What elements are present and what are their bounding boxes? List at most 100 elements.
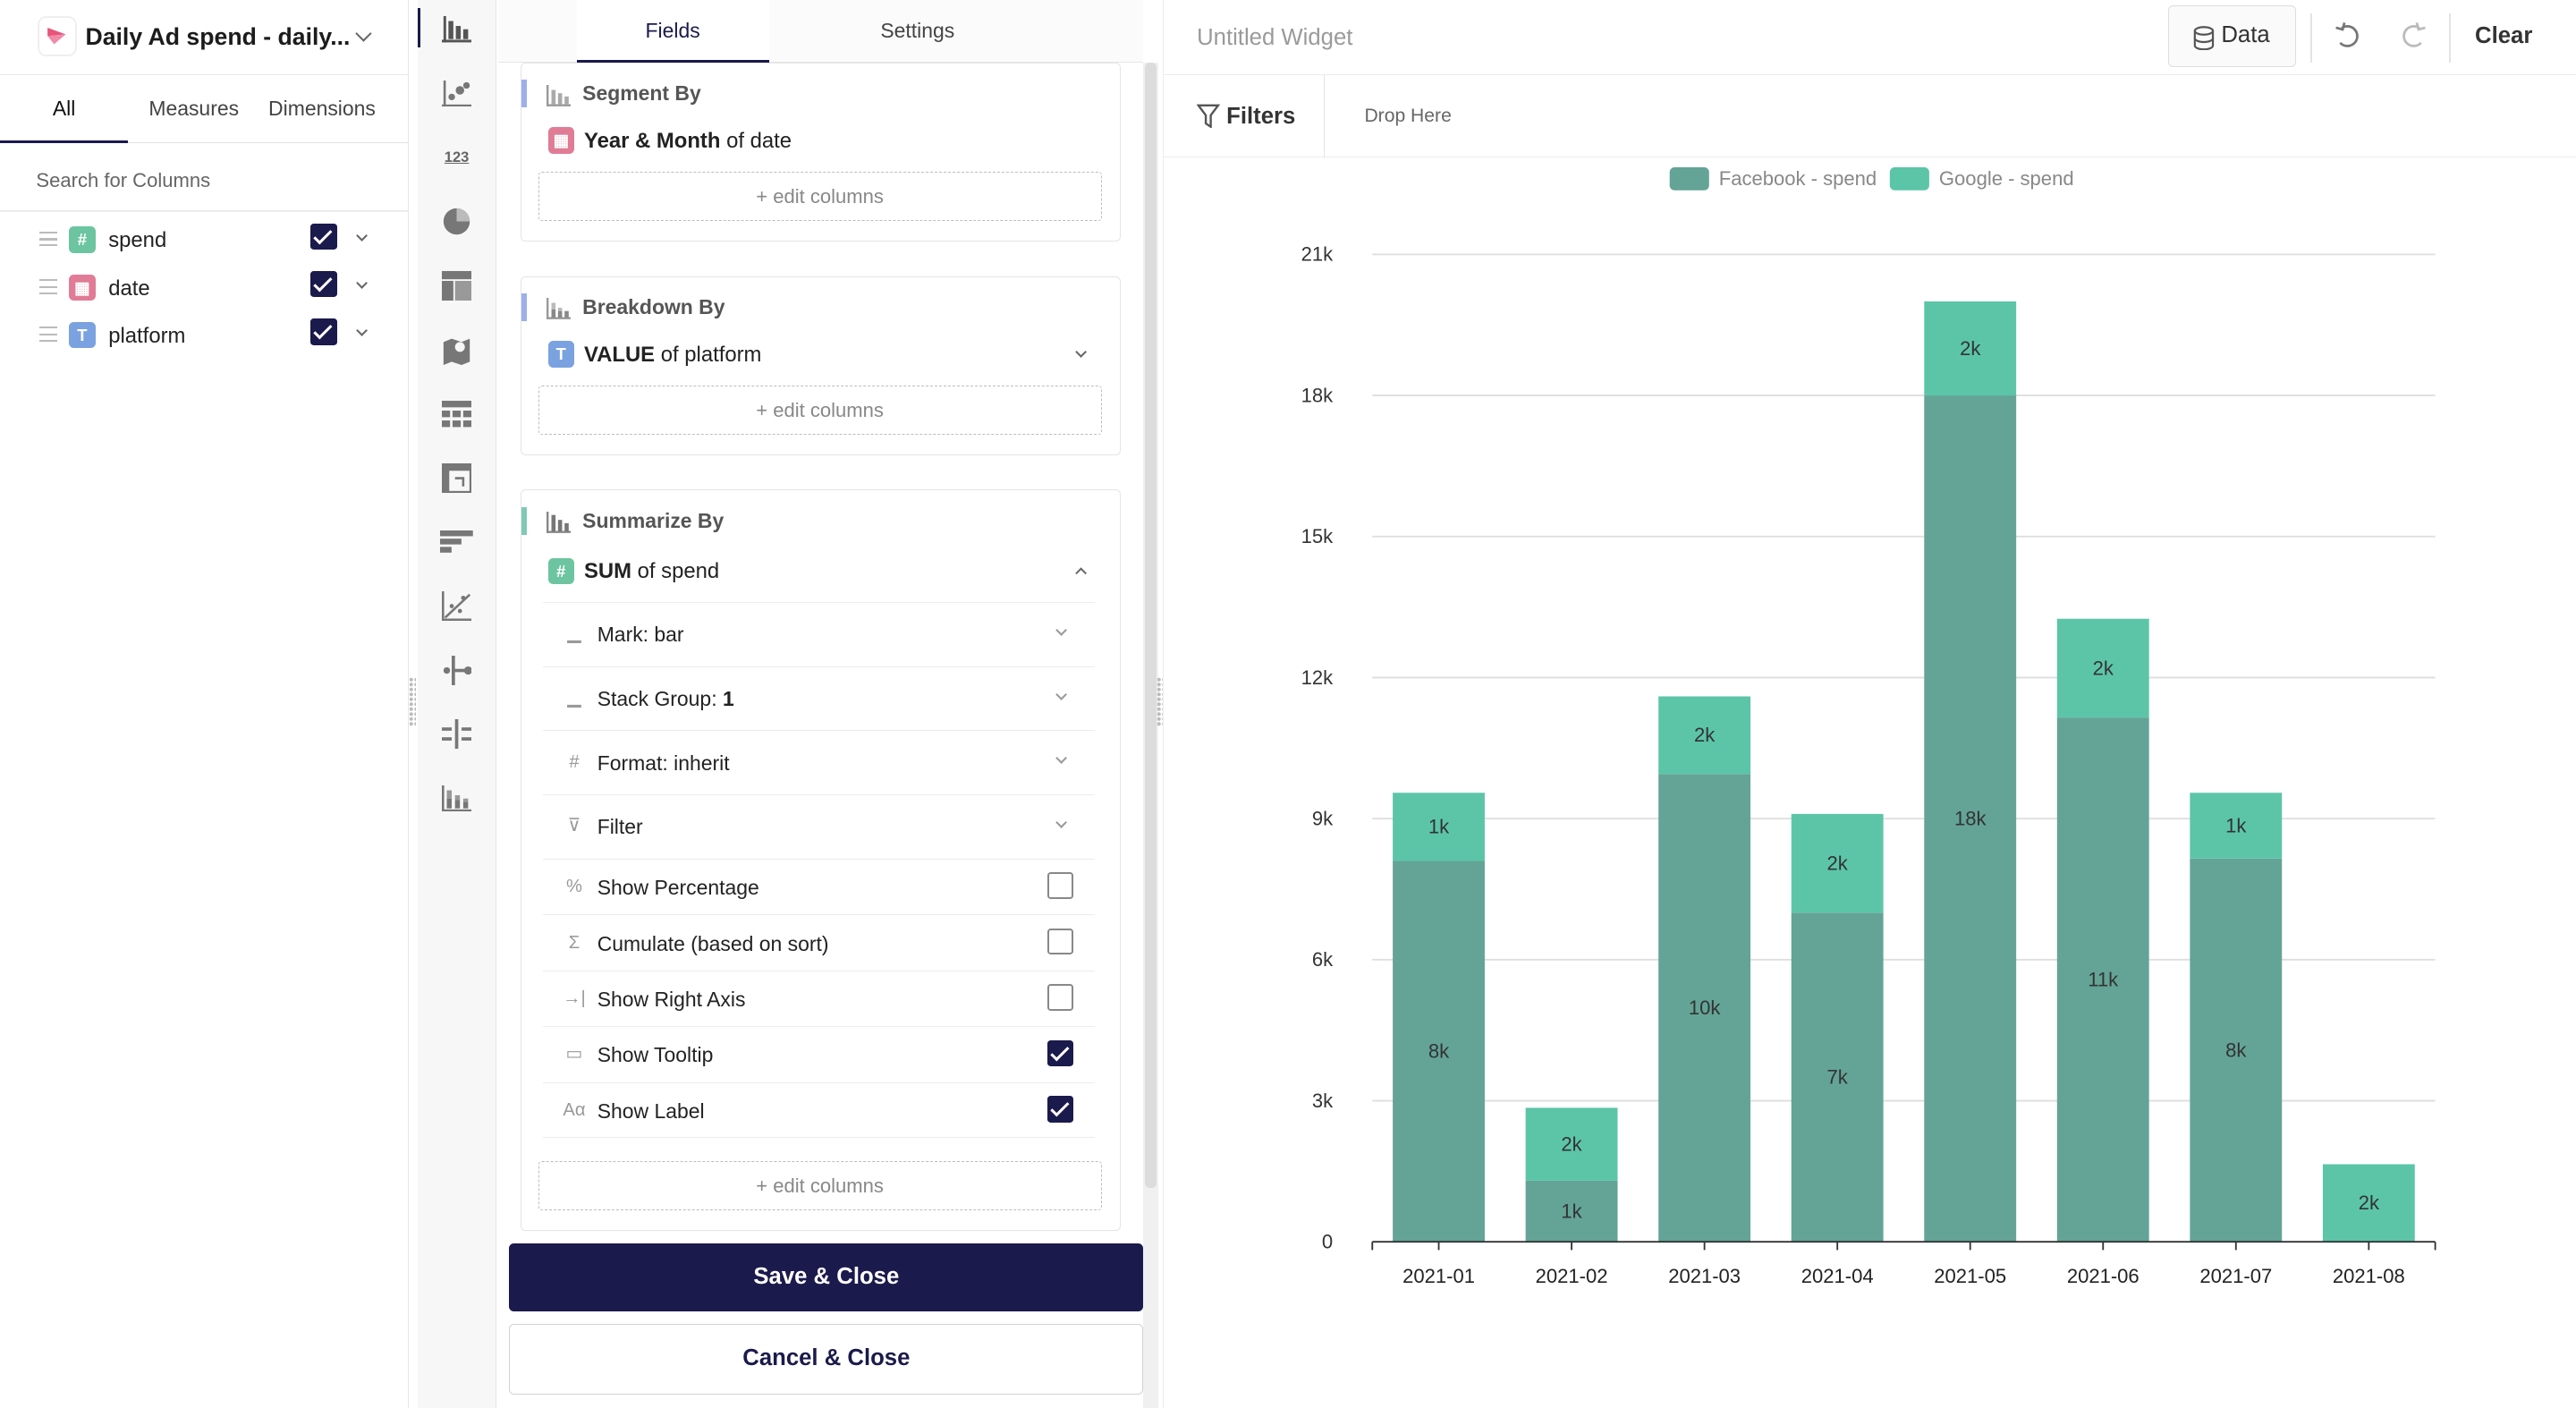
flow-icon[interactable] — [434, 648, 479, 693]
chevron-down-icon[interactable] — [1075, 345, 1088, 358]
option-show-label[interactable]: Aα Show Label — [543, 1081, 1096, 1138]
chevron-down-icon[interactable] — [356, 325, 369, 337]
bar-chart-icon[interactable] — [434, 6, 479, 52]
edit-columns-button[interactable]: + edit columns — [538, 1160, 1102, 1210]
chevron-up-icon[interactable] — [1075, 567, 1088, 580]
option-label: Format: inherit — [597, 751, 730, 775]
stacked-icon[interactable] — [434, 776, 479, 821]
drag-handle-icon[interactable] — [39, 279, 58, 294]
text-type-icon: T — [69, 321, 96, 349]
tab-fields[interactable]: Fields — [576, 0, 769, 63]
filters-label[interactable]: Filters — [1226, 103, 1296, 129]
pie-icon[interactable] — [434, 199, 479, 244]
undo-icon[interactable] — [2334, 21, 2363, 51]
scrollbar[interactable] — [1143, 62, 1158, 1408]
option-stack-group[interactable]: ▁ Stack Group: 1 — [543, 666, 1096, 731]
column-row-platform[interactable]: T platform — [0, 310, 409, 356]
column-checkbox[interactable] — [310, 223, 337, 250]
cumulate-checkbox[interactable] — [1046, 928, 1074, 955]
column-row-spend[interactable]: # spend — [0, 216, 409, 261]
column-panel: Daily Ad spend - daily... All Measures D… — [0, 0, 410, 1408]
scrollbar-thumb[interactable] — [1145, 62, 1157, 1188]
x-tick-label: 2021-06 — [2067, 1265, 2140, 1287]
data-button[interactable]: Data — [2167, 4, 2296, 68]
section-title: Breakdown By — [582, 294, 725, 318]
data-label: 2k — [1960, 337, 1981, 360]
field-name: of platform — [655, 343, 762, 368]
pivot-icon[interactable] — [434, 455, 479, 501]
map-icon[interactable] — [434, 327, 479, 373]
chevron-down-icon[interactable] — [1055, 688, 1068, 700]
option-format[interactable]: # Format: inherit — [543, 730, 1096, 794]
tab-all[interactable]: All — [0, 75, 129, 143]
drop-here-zone[interactable]: Drop Here — [1364, 105, 1452, 126]
tab-measures[interactable]: Measures — [148, 97, 240, 121]
edit-columns-button[interactable]: + edit columns — [538, 385, 1102, 435]
section-accent — [521, 80, 527, 108]
bar-segment — [1792, 912, 1884, 1243]
clear-button[interactable]: Clear — [2475, 22, 2533, 48]
chevron-down-icon[interactable] — [356, 230, 369, 242]
option-show-right-axis[interactable]: →| Show Right Axis — [543, 970, 1096, 1026]
drag-handle-icon[interactable] — [39, 231, 58, 247]
option-filter[interactable]: ⊽ Filter — [543, 794, 1096, 859]
column-row-date[interactable]: ▦ date — [0, 263, 409, 309]
chevron-down-icon[interactable] — [1055, 816, 1068, 828]
show-right-axis-checkbox[interactable] — [1046, 984, 1074, 1011]
bar-segment — [1924, 301, 2017, 396]
tab-settings[interactable]: Settings — [880, 19, 955, 42]
breakdown-by-header: Breakdown By — [521, 293, 1119, 323]
show-tooltip-checkbox[interactable] — [1046, 1039, 1074, 1067]
cancel-close-button[interactable]: Cancel & Close — [509, 1324, 1144, 1395]
option-show-percentage[interactable]: % Show Percentage — [543, 858, 1096, 914]
widget-title[interactable]: Untitled Widget — [1197, 24, 1353, 50]
option-show-tooltip[interactable]: ▭ Show Tooltip — [543, 1026, 1096, 1081]
breakdown-by-card: Breakdown By T VALUE of platform + edit … — [521, 276, 1121, 455]
field-aggregation: Year & Month — [584, 129, 721, 154]
search-columns-input[interactable]: Search for Columns — [36, 169, 211, 192]
number-icon[interactable]: 123 — [444, 148, 470, 166]
summarize-field[interactable]: # SUM of spend — [547, 555, 1098, 590]
x-tick-label: 2021-04 — [1801, 1265, 1874, 1287]
data-label: 2k — [1694, 724, 1716, 746]
treemap-icon[interactable] — [434, 263, 479, 309]
summarize-by-card: Summarize By # SUM of spend ▁ Mark: bar … — [521, 489, 1121, 1231]
datasource-title: Daily Ad spend - daily... — [85, 22, 351, 50]
column-checkbox[interactable] — [310, 318, 337, 345]
percent-icon: % — [566, 877, 582, 897]
edit-columns-button[interactable]: + edit columns — [538, 172, 1102, 222]
resize-handle[interactable] — [409, 676, 416, 726]
cross-icon[interactable] — [434, 711, 479, 757]
column-name: spend — [108, 228, 167, 253]
chevron-down-icon[interactable] — [356, 277, 369, 290]
save-close-button[interactable]: Save & Close — [509, 1243, 1144, 1311]
bar-segment — [1526, 1107, 1618, 1182]
column-checkbox[interactable] — [310, 271, 337, 298]
option-mark[interactable]: ▁ Mark: bar — [543, 602, 1096, 666]
chevron-down-icon[interactable] — [355, 25, 372, 42]
show-percentage-checkbox[interactable] — [1046, 872, 1074, 899]
chevron-down-icon[interactable] — [1055, 752, 1068, 765]
option-label: Show Label — [597, 1098, 705, 1123]
field-aggregation: VALUE — [584, 343, 656, 368]
tooltip-icon: ▭ — [565, 1044, 583, 1064]
drag-handle-icon[interactable] — [39, 327, 58, 342]
show-label-checkbox[interactable] — [1046, 1096, 1074, 1123]
section-accent — [521, 506, 527, 535]
option-cumulate[interactable]: Σ Cumulate (based on sort) — [543, 914, 1096, 970]
funnel-icon[interactable] — [434, 519, 479, 564]
chevron-down-icon[interactable] — [1055, 624, 1068, 636]
datasource-selector[interactable]: Daily Ad spend - daily... — [0, 0, 410, 76]
tab-dimensions[interactable]: Dimensions — [268, 97, 376, 121]
bar-segment — [1393, 861, 1486, 1243]
segment-by-header: Segment By — [521, 80, 1119, 109]
scatter-icon[interactable] — [434, 71, 479, 116]
trend-icon[interactable] — [434, 583, 479, 629]
text-type-icon: T — [547, 341, 574, 368]
bar-segment — [1658, 696, 1751, 775]
legend-swatch — [1890, 167, 1930, 191]
resize-handle[interactable] — [1157, 676, 1164, 726]
breakdown-field[interactable]: T VALUE of platform — [547, 338, 1098, 374]
table-icon[interactable] — [434, 391, 479, 437]
redo-icon[interactable] — [2398, 21, 2428, 51]
